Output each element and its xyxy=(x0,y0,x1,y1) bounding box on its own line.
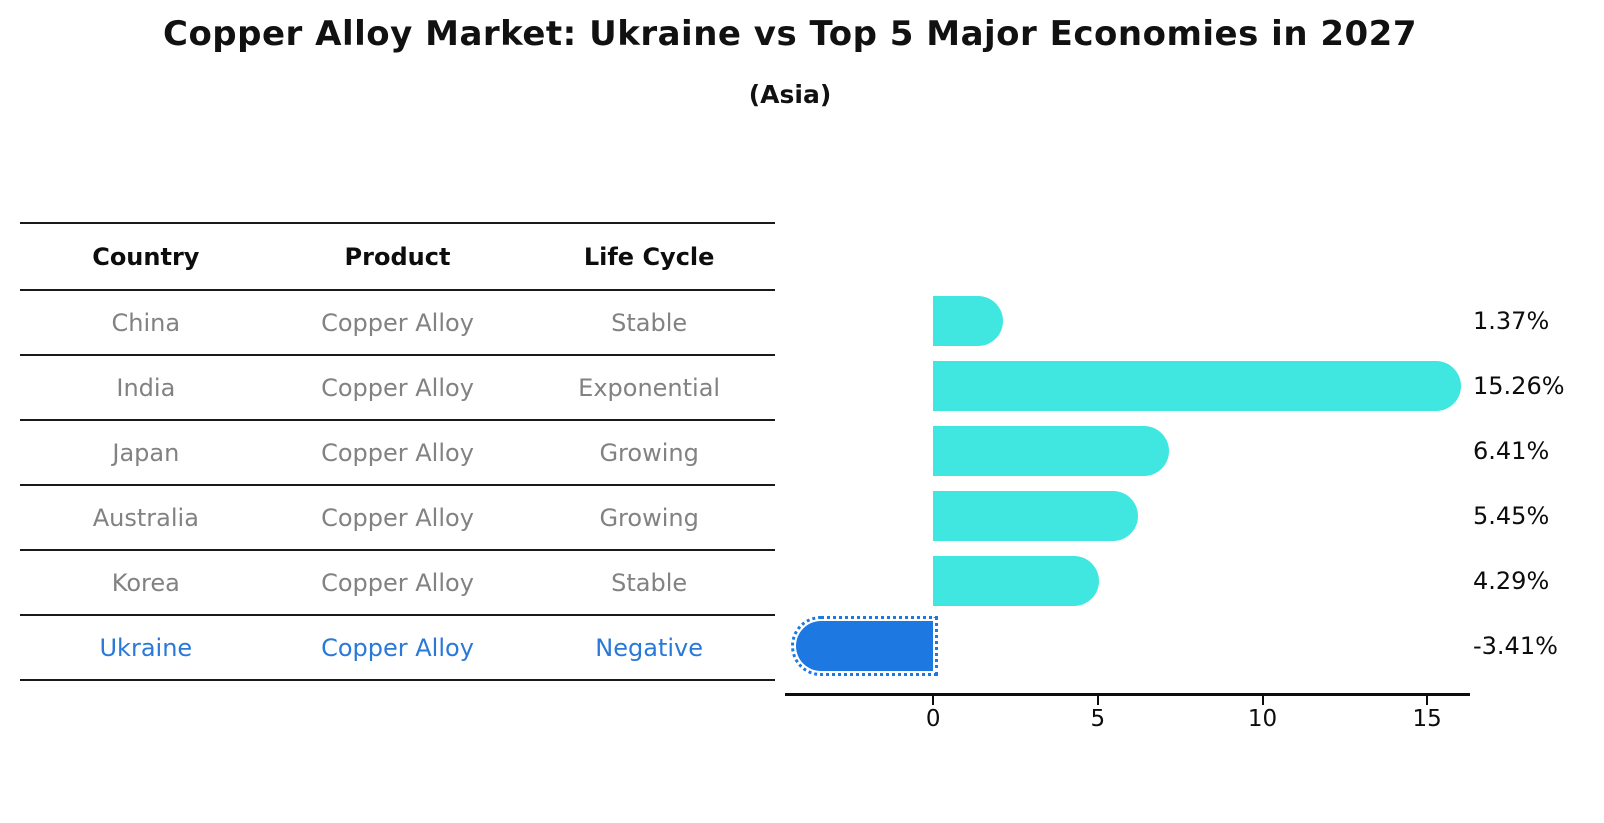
cell-life-cycle: Growing xyxy=(599,438,699,467)
cell-product: Copper Alloy xyxy=(321,633,474,662)
value-label-australia: 5.45% xyxy=(1473,502,1550,530)
value-label-korea: 4.29% xyxy=(1473,567,1550,595)
bar-australia xyxy=(933,491,1138,541)
table-row: Australia Copper Alloy Growing xyxy=(20,486,775,551)
bar-india xyxy=(933,361,1461,411)
bar-row-japan xyxy=(785,419,1470,484)
column-header-life-cycle: Life Cycle xyxy=(583,242,715,271)
value-label-india: 15.26% xyxy=(1473,372,1565,400)
cell-life-cycle: Growing xyxy=(599,503,699,532)
bar-row-australia xyxy=(785,484,1470,549)
x-axis-tick xyxy=(932,696,935,705)
x-axis-tick-label: 10 xyxy=(1247,706,1278,732)
data-table: Country Product Life Cycle China Copper … xyxy=(20,222,775,681)
cell-life-cycle: Stable xyxy=(611,308,688,337)
bar-china xyxy=(933,296,1004,346)
chart-title: Copper Alloy Market: Ukraine vs Top 5 Ma… xyxy=(163,14,1417,54)
x-axis-tick xyxy=(1426,696,1429,705)
cell-product: Copper Alloy xyxy=(321,503,474,532)
cell-product: Copper Alloy xyxy=(321,438,474,467)
x-axis-line xyxy=(785,693,1470,696)
bar-korea xyxy=(933,556,1100,606)
bar-row-india xyxy=(785,354,1470,419)
cell-country: Japan xyxy=(112,438,180,467)
bar-japan xyxy=(933,426,1170,476)
x-axis-tick xyxy=(1261,696,1264,705)
column-header-product: Product xyxy=(344,242,451,271)
cell-country: Korea xyxy=(111,568,180,597)
cell-life-cycle: Negative xyxy=(595,633,703,662)
table-row: India Copper Alloy Exponential xyxy=(20,356,775,421)
chart-subtitle: (Asia) xyxy=(748,80,832,109)
cell-product: Copper Alloy xyxy=(321,308,474,337)
bar-row-korea xyxy=(785,549,1470,614)
value-label-ukraine: -3.41% xyxy=(1473,632,1558,660)
cell-country: Australia xyxy=(92,503,199,532)
table-row-ukraine-highlighted: Ukraine Copper Alloy Negative xyxy=(20,616,775,679)
bar-row-ukraine xyxy=(785,614,1470,679)
cell-product: Copper Alloy xyxy=(321,568,474,597)
value-label-china: 1.37% xyxy=(1473,307,1550,335)
column-header-country: Country xyxy=(92,242,200,271)
x-axis-tick-label: 15 xyxy=(1412,706,1442,732)
cell-product: Copper Alloy xyxy=(321,373,474,402)
bar-ukraine-negative xyxy=(790,616,939,676)
table-row: Japan Copper Alloy Growing xyxy=(20,421,775,486)
cell-country: Ukraine xyxy=(99,633,193,662)
table-row: Korea Copper Alloy Stable xyxy=(20,551,775,616)
cell-country: India xyxy=(116,373,176,402)
table-row: China Copper Alloy Stable xyxy=(20,291,775,356)
bar-chart xyxy=(785,289,1470,679)
cell-country: China xyxy=(111,308,181,337)
x-axis-tick-label: 5 xyxy=(1090,706,1106,732)
value-label-japan: 6.41% xyxy=(1473,437,1550,465)
bar-row-china xyxy=(785,289,1470,354)
cell-life-cycle: Stable xyxy=(611,568,688,597)
table-header-row: Country Product Life Cycle xyxy=(20,224,775,291)
x-axis-tick-label: 0 xyxy=(925,706,941,732)
x-axis-tick xyxy=(1096,696,1099,705)
cell-life-cycle: Exponential xyxy=(578,373,721,402)
